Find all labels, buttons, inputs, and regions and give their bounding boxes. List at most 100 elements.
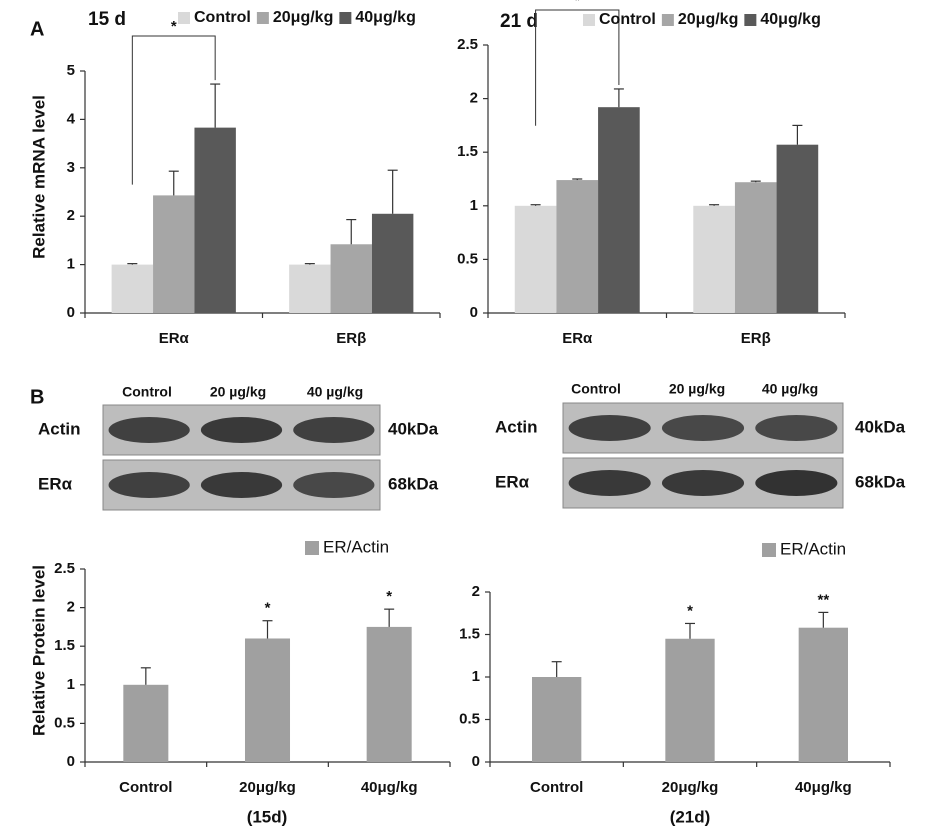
blot-band — [662, 415, 744, 441]
y-tick-label: 0 — [470, 304, 478, 321]
y-tick-label: 3 — [67, 159, 75, 176]
y-tick-label: 0.5 — [459, 710, 480, 727]
significance-label: * — [574, 0, 580, 9]
y-tick-label: 1 — [67, 676, 75, 693]
significance-label: * — [386, 588, 392, 605]
chart-title: 15 d — [88, 9, 126, 30]
y-tick-label: 1 — [67, 256, 75, 273]
bar — [153, 195, 194, 313]
bar — [665, 639, 714, 762]
row-label: ERα — [495, 472, 530, 491]
legend-label: Control — [599, 11, 656, 28]
y-axis-label: Relative mRNA level — [29, 95, 48, 259]
significance-label: * — [687, 602, 693, 619]
error-bar — [818, 612, 828, 627]
bar — [372, 214, 413, 313]
panel-label: B — [30, 386, 44, 408]
legend-swatch — [257, 12, 269, 24]
lane-label: 40 µg/kg — [307, 384, 363, 400]
blot-band — [109, 472, 190, 498]
bar — [799, 628, 848, 762]
y-tick-label: 1.5 — [459, 625, 480, 642]
blot-band — [201, 417, 282, 443]
blot-band — [293, 472, 374, 498]
x-tick-label: ERβ — [741, 330, 771, 347]
bar — [112, 265, 153, 313]
row-label: ERα — [38, 474, 73, 493]
y-tick-label: 5 — [67, 62, 75, 79]
panel-label: A — [30, 18, 44, 40]
x-tick-label: ERα — [562, 330, 593, 347]
legend-label: 20μg/kg — [678, 11, 738, 28]
legend-swatch — [762, 543, 776, 557]
bar — [123, 685, 168, 762]
error-bar — [552, 662, 562, 677]
error-bar — [210, 84, 220, 128]
y-tick-label: 0 — [472, 753, 480, 770]
x-tick-label: 40μg/kg — [361, 779, 418, 796]
legend-label: ER/Actin — [780, 539, 846, 558]
error-bar — [384, 609, 394, 627]
x-tick-label: ERβ — [336, 330, 366, 347]
y-tick-label: 2 — [470, 90, 478, 107]
lane-label: Control — [122, 384, 172, 400]
size-label: 68kDa — [388, 474, 439, 493]
y-tick-label: 0.5 — [457, 250, 478, 267]
legend-swatch — [583, 14, 595, 26]
y-tick-label: 2.5 — [457, 36, 478, 53]
bar — [515, 206, 557, 313]
lane-label: 40 µg/kg — [762, 381, 818, 397]
figure: A B 15 dRelative mRNA level012345ERαERβ*… — [0, 0, 930, 832]
blot-band — [569, 415, 651, 441]
blot-band — [662, 470, 744, 496]
x-tick-label: 20μg/kg — [662, 779, 719, 796]
y-tick-label: 0 — [67, 753, 75, 770]
legend-label: 40μg/kg — [355, 9, 415, 26]
error-bar — [531, 205, 541, 206]
bar — [245, 638, 290, 762]
y-tick-label: 2 — [67, 207, 75, 224]
legend-label: Control — [194, 9, 251, 26]
y-tick-label: 2.5 — [54, 560, 75, 577]
y-tick-label: 1 — [470, 197, 478, 214]
error-bar — [305, 264, 315, 265]
chart-title: 21 d — [500, 11, 538, 32]
legend-label: ER/Actin — [323, 537, 389, 556]
bar — [367, 627, 412, 762]
error-bar — [572, 179, 582, 180]
bar — [331, 244, 372, 313]
legend-label: 20μg/kg — [273, 9, 333, 26]
y-tick-label: 1.5 — [457, 143, 478, 160]
size-label: 40kDa — [388, 419, 439, 438]
error-bar — [685, 623, 695, 638]
y-tick-label: 0.5 — [54, 714, 75, 731]
error-bar — [388, 170, 398, 214]
x-tick-label: 40μg/kg — [795, 779, 852, 796]
blot-band — [755, 415, 837, 441]
blot-band — [569, 470, 651, 496]
bar — [598, 107, 640, 313]
lane-label: 20 µg/kg — [669, 381, 725, 397]
error-bar — [792, 125, 802, 144]
bar — [777, 145, 819, 313]
significance-label: * — [171, 18, 177, 35]
bar — [556, 180, 598, 313]
size-label: 40kDa — [855, 417, 906, 436]
y-tick-label: 1 — [472, 668, 480, 685]
bar — [735, 182, 777, 313]
error-bar — [169, 171, 179, 195]
legend-swatch — [744, 14, 756, 26]
blot-band — [109, 417, 190, 443]
x-tick-label: Control — [119, 779, 172, 796]
y-tick-label: 2 — [67, 599, 75, 616]
y-tick-label: 2 — [472, 583, 480, 600]
error-bar — [346, 220, 356, 245]
error-bar — [614, 89, 624, 107]
significance-label: ** — [817, 591, 829, 608]
error-bar — [141, 668, 151, 685]
y-axis-label: Relative Protein level — [29, 565, 48, 736]
bar — [532, 677, 581, 762]
size-label: 68kDa — [855, 472, 906, 491]
bar — [693, 206, 735, 313]
row-label: Actin — [38, 419, 81, 438]
